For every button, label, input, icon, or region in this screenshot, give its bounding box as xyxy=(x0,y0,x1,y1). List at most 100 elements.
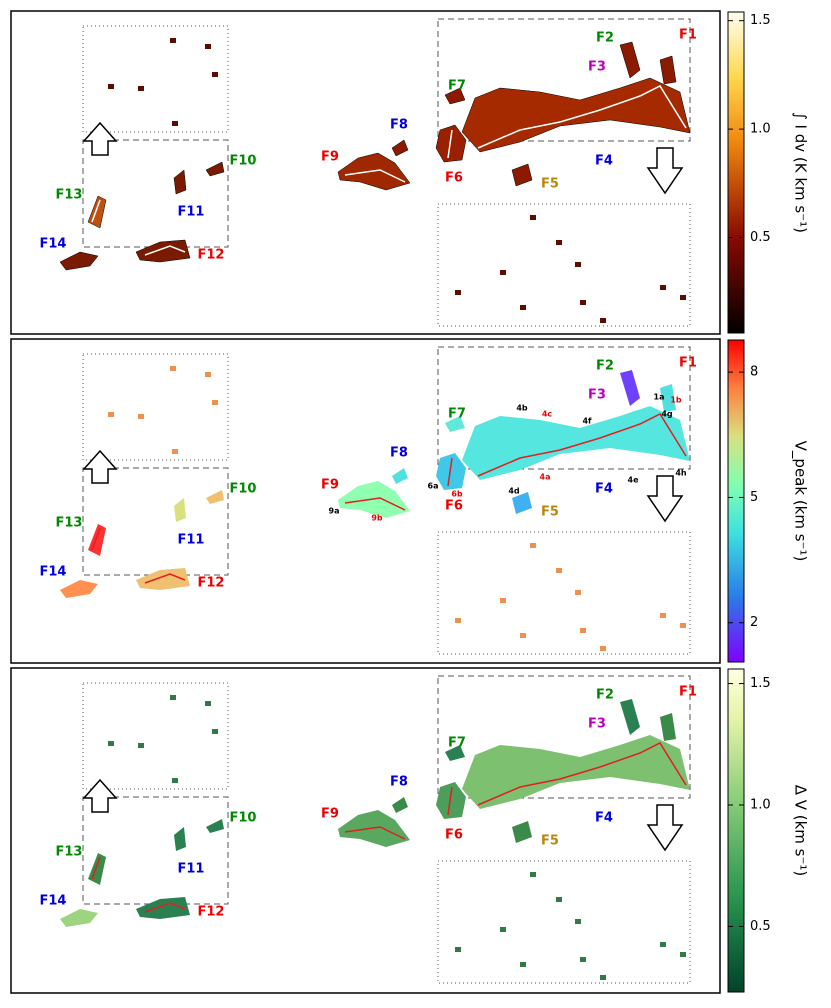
panel-frame xyxy=(10,10,721,335)
arrow-up xyxy=(82,449,118,484)
ridge xyxy=(91,199,101,223)
filament-label: F10 xyxy=(230,811,257,826)
filament-label: F8 xyxy=(390,775,408,790)
filament-map xyxy=(60,909,98,927)
filament-label: F7 xyxy=(448,736,466,751)
colorbar-label: Δ V (km s⁻¹) xyxy=(792,785,810,877)
ridge xyxy=(447,129,453,159)
clump xyxy=(680,952,686,957)
ridge xyxy=(477,742,687,806)
inset-box xyxy=(82,139,229,248)
inset-box xyxy=(82,796,229,905)
filament-map xyxy=(512,821,532,843)
filament-map xyxy=(173,169,187,195)
filament-label: F3 xyxy=(588,388,606,403)
clump xyxy=(500,270,506,275)
filament-map xyxy=(174,827,186,851)
substructure-label: 4h xyxy=(675,469,687,478)
ridge xyxy=(144,573,186,584)
clump xyxy=(108,741,114,746)
colorbar-tick-label: 5 xyxy=(750,490,758,505)
clump xyxy=(500,927,506,932)
filament-label: F5 xyxy=(541,177,559,192)
clump xyxy=(530,543,536,548)
clump xyxy=(108,412,114,417)
clump xyxy=(580,957,586,962)
filament-label: F8 xyxy=(390,446,408,461)
filament-map xyxy=(620,699,640,735)
filament-label: F11 xyxy=(178,205,205,220)
clump xyxy=(530,872,536,877)
ridge xyxy=(447,786,453,816)
inset-box xyxy=(437,675,691,799)
filament-label: F9 xyxy=(321,150,339,165)
arrow-down xyxy=(646,147,684,195)
clump xyxy=(108,84,114,89)
filament-label: F12 xyxy=(198,576,225,591)
substructure-label: 4f xyxy=(582,417,592,426)
filament-label: F14 xyxy=(40,565,67,580)
arrow-up xyxy=(82,121,118,156)
panel: F1 F2 F3 F4 F5 F6 F7 F8 F9 F10 F11 F12 F13 F14 0.5 1.0 1… xyxy=(10,667,810,994)
filament-map xyxy=(174,498,186,522)
clump xyxy=(170,38,176,43)
filament-label: F12 xyxy=(198,248,225,263)
filament-map xyxy=(435,124,467,163)
filament-label: F12 xyxy=(198,905,225,920)
filament-label: F13 xyxy=(56,516,83,531)
clump xyxy=(455,290,461,295)
clump xyxy=(212,729,218,734)
inset-box xyxy=(437,203,691,327)
filament-map xyxy=(619,41,641,79)
filament-label: F1 xyxy=(679,685,697,700)
filament-map xyxy=(205,161,225,177)
clump xyxy=(530,215,536,220)
panel-frame xyxy=(10,667,721,994)
inset-box xyxy=(82,467,229,576)
filament-map xyxy=(87,195,107,229)
substructure-label: 9a xyxy=(329,507,340,516)
ridge xyxy=(144,902,186,913)
clump xyxy=(600,318,606,323)
colorbar xyxy=(727,11,745,334)
inset-box xyxy=(437,346,691,470)
filament-label: F6 xyxy=(445,171,463,186)
inset-box xyxy=(437,18,691,142)
filament-label: F3 xyxy=(588,60,606,75)
inset-box xyxy=(82,353,229,461)
colorbar-tick-label: 0.5 xyxy=(750,230,771,245)
substructure-label: 4d xyxy=(508,487,520,496)
colorbar-tick-label: 1.0 xyxy=(750,798,771,813)
ridge xyxy=(344,826,406,840)
filament-map xyxy=(512,492,532,514)
clump xyxy=(212,400,218,405)
filament-map xyxy=(660,713,676,741)
filament-map xyxy=(462,406,690,480)
filament-label: F1 xyxy=(679,356,697,371)
filament-map xyxy=(444,87,466,105)
clump xyxy=(556,240,562,245)
clump xyxy=(455,618,461,623)
clump xyxy=(212,72,218,77)
clump xyxy=(172,778,178,783)
filament-label: F9 xyxy=(321,807,339,822)
filament-label: F11 xyxy=(178,533,205,548)
inset-box xyxy=(82,682,229,790)
filament-label: F14 xyxy=(40,894,67,909)
filament-map xyxy=(135,239,191,263)
clump xyxy=(556,568,562,573)
inset-box xyxy=(82,25,229,133)
colorbar-tick-label: 0.5 xyxy=(750,919,771,934)
arrow-up xyxy=(82,778,118,813)
clump xyxy=(500,598,506,603)
clump xyxy=(205,44,211,49)
filament-label: F5 xyxy=(541,505,559,520)
filament-map xyxy=(659,55,677,85)
substructure-label: 4e xyxy=(628,476,640,485)
ridge xyxy=(344,169,406,183)
filament-label: F10 xyxy=(230,482,257,497)
inset-box xyxy=(437,860,691,984)
clump xyxy=(580,300,586,305)
colorbar-tick-label: 1.5 xyxy=(750,676,771,691)
